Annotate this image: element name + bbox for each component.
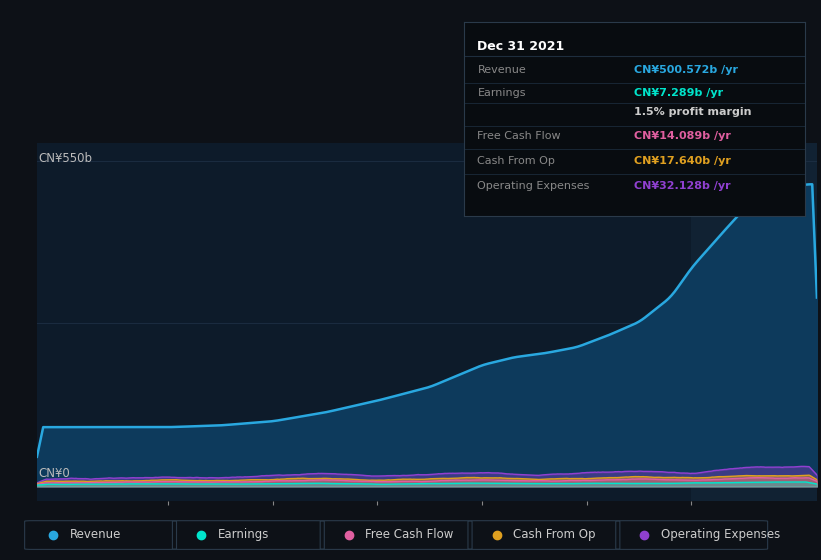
Text: Operating Expenses: Operating Expenses [478,181,589,191]
Text: Earnings: Earnings [218,528,269,542]
Text: CN¥550b: CN¥550b [39,152,93,165]
Text: CN¥14.089b /yr: CN¥14.089b /yr [635,130,731,141]
Text: Cash From Op: Cash From Op [513,528,595,542]
Text: Revenue: Revenue [478,65,526,75]
Text: CN¥0: CN¥0 [39,467,71,480]
Text: CN¥7.289b /yr: CN¥7.289b /yr [635,88,723,98]
Text: CN¥32.128b /yr: CN¥32.128b /yr [635,181,731,191]
Text: Dec 31 2021: Dec 31 2021 [478,40,565,53]
Text: CN¥17.640b /yr: CN¥17.640b /yr [635,156,731,166]
Text: Earnings: Earnings [478,88,526,98]
Text: Revenue: Revenue [70,528,122,542]
Text: 1.5% profit margin: 1.5% profit margin [635,108,752,118]
Text: Operating Expenses: Operating Expenses [661,528,780,542]
Text: Free Cash Flow: Free Cash Flow [478,130,561,141]
Text: Free Cash Flow: Free Cash Flow [365,528,454,542]
Text: CN¥500.572b /yr: CN¥500.572b /yr [635,65,738,75]
Text: Cash From Op: Cash From Op [478,156,555,166]
Bar [691,143,817,501]
